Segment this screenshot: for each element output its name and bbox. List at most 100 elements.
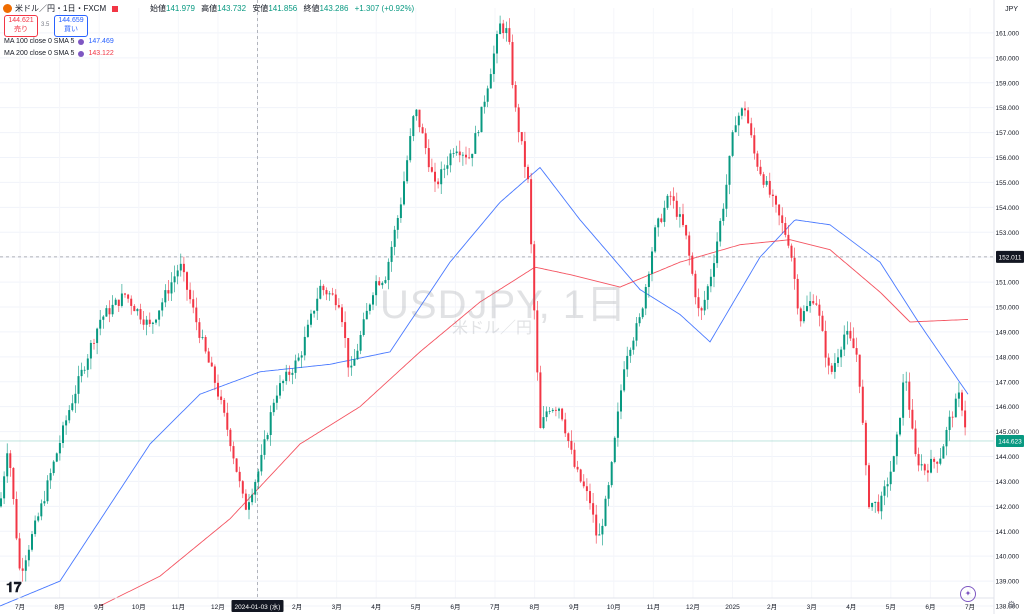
candle-body — [390, 246, 393, 262]
candle — [77, 365, 80, 404]
candle — [585, 478, 588, 501]
candle-body — [207, 351, 210, 363]
candle-body — [644, 287, 647, 309]
candle — [409, 128, 412, 163]
time-tick-label: 2025 — [725, 604, 740, 611]
candle — [722, 203, 725, 226]
candle-body — [824, 330, 827, 358]
candle — [449, 149, 452, 173]
candle-body — [790, 245, 793, 258]
candle — [759, 159, 762, 176]
candle — [440, 161, 443, 194]
candle — [244, 489, 247, 511]
candle-body — [303, 336, 306, 356]
candle-body — [114, 299, 117, 305]
indicator-settings-icon[interactable] — [78, 38, 85, 45]
gear-icon[interactable]: ⚙ — [1007, 600, 1016, 611]
candle — [719, 218, 722, 247]
candle — [403, 171, 405, 206]
candle-body — [802, 311, 805, 322]
candle-body — [864, 422, 867, 466]
candle — [170, 272, 173, 302]
candle — [108, 300, 111, 323]
ma200-legend[interactable]: MA 200 close 0 SMA 5 143.122 — [4, 50, 114, 57]
candle — [492, 45, 495, 82]
candle-body — [663, 207, 666, 222]
candle-body — [731, 132, 734, 156]
candle — [223, 397, 226, 417]
candle — [93, 338, 95, 350]
candle-body — [858, 354, 861, 387]
candle — [607, 481, 610, 507]
price-tick-label: 143.000 — [996, 479, 1020, 486]
price-tick-label: 151.000 — [996, 280, 1020, 287]
candle-body — [452, 153, 455, 154]
sell-button[interactable]: 144.621 売り — [4, 15, 38, 37]
price-tick-label: 156.000 — [996, 155, 1020, 162]
candle — [706, 284, 709, 310]
candle-body — [930, 458, 932, 473]
time-tick-label: 7月 — [965, 603, 975, 611]
buy-button[interactable]: 144.659 買い — [54, 15, 88, 37]
candle — [734, 116, 737, 133]
candle-body — [186, 272, 188, 290]
candle-body — [182, 263, 185, 273]
candle-body — [269, 412, 272, 436]
candle — [198, 318, 201, 344]
candle-body — [235, 458, 238, 472]
candle — [325, 287, 328, 301]
candle-body — [716, 241, 719, 264]
candle-body — [288, 371, 291, 375]
candle-body — [815, 303, 818, 305]
candle — [161, 298, 164, 317]
candle-body — [52, 461, 55, 474]
candle-body — [725, 184, 728, 209]
price-tick-label: 157.000 — [996, 130, 1020, 137]
candle — [55, 452, 58, 463]
candle-body — [347, 338, 350, 368]
candle — [716, 232, 719, 268]
candle — [151, 321, 154, 334]
time-tick-label: 7月 — [15, 603, 25, 611]
candle-body — [536, 310, 539, 373]
candle-body — [911, 409, 914, 429]
candle-body — [396, 218, 399, 230]
indicator-settings-icon[interactable] — [78, 50, 85, 57]
candle — [775, 194, 777, 213]
candle-body — [923, 464, 926, 471]
candle — [142, 311, 145, 330]
candle — [672, 187, 675, 209]
candle-body — [527, 166, 529, 180]
crosshair-price-box — [996, 250, 1024, 263]
tradingview-logo-icon[interactable]: 𝟏𝟕 — [6, 579, 22, 595]
magic-wand-icon[interactable]: ✦ — [960, 586, 976, 602]
candle-body — [282, 381, 285, 384]
candle-body — [319, 285, 322, 299]
candle-body — [775, 196, 777, 205]
candle — [356, 343, 359, 360]
candle-body — [567, 433, 570, 442]
candle-body — [43, 501, 46, 504]
time-tick-label: 11月 — [172, 603, 185, 611]
candle — [68, 405, 71, 424]
candle-body — [660, 218, 663, 222]
candle-body — [917, 454, 920, 466]
candle — [511, 34, 514, 89]
ma100-label: MA 100 close 0 SMA 5 — [4, 38, 75, 45]
candle-body — [80, 369, 83, 377]
ma100-legend[interactable]: MA 100 close 0 SMA 5 147.469 — [4, 38, 114, 45]
candle-body — [58, 442, 61, 454]
symbol-title[interactable]: 米ドル／円・1日・FXCM — [3, 3, 119, 14]
candle-body — [908, 381, 911, 410]
time-tick-label: 3月 — [332, 603, 342, 611]
candle — [139, 303, 142, 325]
close-label: 終値 — [303, 4, 320, 13]
candle-body — [657, 218, 660, 228]
last-price-box — [996, 434, 1024, 447]
candle-body — [737, 115, 740, 126]
candle — [275, 385, 278, 410]
price-tick-label: 140.000 — [996, 554, 1020, 561]
candle-body — [241, 481, 244, 494]
candle — [964, 400, 967, 436]
